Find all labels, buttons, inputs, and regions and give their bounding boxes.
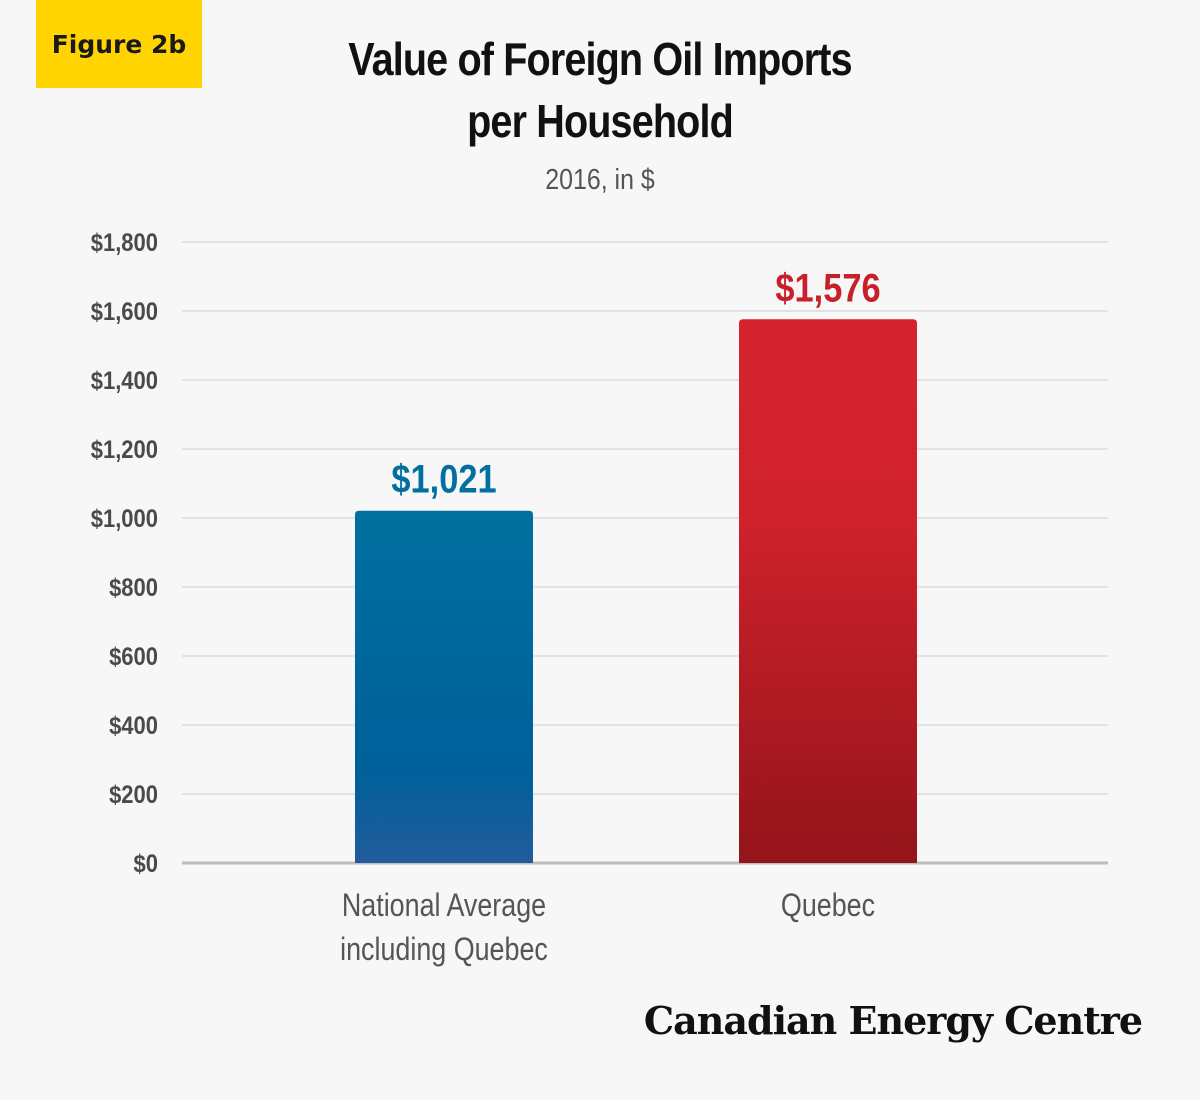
y-tick-label: $1,600 bbox=[91, 298, 158, 326]
y-tick-label: $800 bbox=[109, 574, 158, 602]
x-tick-label: National Average bbox=[342, 888, 546, 924]
data-label-0: $1,021 bbox=[391, 456, 496, 501]
y-tick-label: $400 bbox=[109, 712, 158, 740]
y-tick-label: $1,000 bbox=[91, 505, 158, 533]
y-tick-label: $0 bbox=[134, 850, 158, 878]
y-tick-label: $1,200 bbox=[91, 436, 158, 464]
y-tick-label: $200 bbox=[109, 781, 158, 809]
bar-0 bbox=[355, 510, 533, 863]
x-tick-label: including Quebec bbox=[340, 932, 548, 968]
chart-title-line-2: per Household bbox=[467, 95, 734, 147]
brand-logo-text: Canadian Energy Centre bbox=[643, 998, 1143, 1043]
chart-title: Value of Foreign Oil Imports per Househo… bbox=[200, 28, 1000, 152]
chart-title-line-1: Value of Foreign Oil Imports bbox=[348, 33, 852, 85]
data-label-1: $1,576 bbox=[775, 265, 880, 310]
y-tick-label: $1,800 bbox=[91, 229, 158, 257]
y-tick-label: $1,400 bbox=[91, 367, 158, 395]
chart-subtitle: 2016, in $ bbox=[545, 164, 655, 196]
x-tick-label: Quebec bbox=[781, 888, 875, 924]
y-tick-label: $600 bbox=[109, 643, 158, 671]
figure-label: Figure 2b bbox=[36, 0, 202, 88]
bar-1 bbox=[739, 319, 917, 863]
